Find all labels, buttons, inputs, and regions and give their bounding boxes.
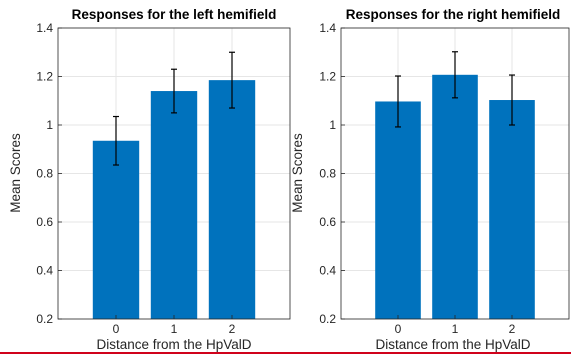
bar (92, 140, 140, 319)
x-tick-label: 0 (113, 322, 120, 336)
y-tick-label: 1 (329, 118, 336, 132)
axes-frame (340, 27, 570, 320)
y-tick-label: 0.8 (36, 167, 53, 181)
x-tick-label: 1 (452, 322, 459, 336)
y-tick-label: 0.2 (319, 312, 336, 326)
y-tick-label: 1 (46, 118, 53, 132)
x-tick-label: 2 (509, 322, 516, 336)
chart-title: Responses for the left hemifield (72, 7, 277, 22)
y-tick-label: 1.2 (36, 70, 53, 84)
y-tick-label: 1.4 (36, 21, 53, 35)
left-hemifield-chart: Responses for the left hemifield Distanc… (8, 7, 291, 352)
axes-frame (57, 27, 291, 320)
y-axis-label: Mean Scores (8, 133, 23, 213)
y-tick-label: 1.2 (319, 70, 336, 84)
x-tick-label: 0 (395, 322, 402, 336)
right-hemifield-chart: Responses for the right hemifield Distan… (290, 7, 570, 352)
y-axis-label: Mean Scores (290, 133, 305, 213)
bar (208, 80, 256, 319)
x-tick-label: 2 (229, 322, 236, 336)
y-tick-label: 1.4 (319, 21, 336, 35)
bar (375, 101, 421, 319)
x-axis-label: Distance from the HpValD (96, 337, 251, 352)
y-tick-label: 0.4 (36, 264, 53, 278)
x-axis-label: Distance from the HpValD (375, 337, 530, 352)
chart-title: Responses for the right hemifield (346, 7, 561, 22)
y-tick-label: 0.6 (36, 215, 53, 229)
bar (432, 74, 478, 320)
bar (489, 100, 535, 320)
bar (150, 91, 198, 319)
bottom-divider (0, 352, 571, 354)
x-tick-label: 1 (171, 322, 178, 336)
y-tick-label: 0.4 (319, 264, 336, 278)
y-tick-label: 0.2 (36, 312, 53, 326)
y-tick-label: 0.6 (319, 215, 336, 229)
y-tick-label: 0.8 (319, 167, 336, 181)
